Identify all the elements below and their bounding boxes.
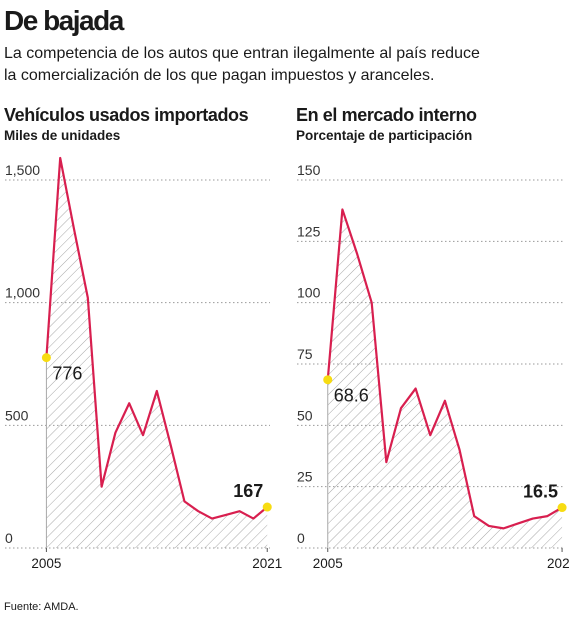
end-marker <box>262 502 272 512</box>
data-line <box>45 156 268 520</box>
hatch-area <box>327 209 563 548</box>
y-tick-label: 100 <box>297 285 321 301</box>
chart-subtitle: Porcentaje de participación <box>296 128 472 143</box>
end-marker <box>557 503 567 513</box>
data-label: 167 <box>233 481 263 501</box>
chart: Vehículos usados importados Miles de unid… <box>4 105 282 571</box>
subtitle-line: La competencia de los autos que entran i… <box>4 45 480 62</box>
y-tick-label: 1,000 <box>5 285 40 301</box>
x-tick-label: 2005 <box>31 556 61 571</box>
data-label: 776 <box>52 364 82 384</box>
y-tick-label: 50 <box>297 407 313 423</box>
title: De bajada <box>4 5 125 36</box>
y-tick-label: 25 <box>297 469 313 485</box>
y-tick-label: 500 <box>5 407 29 423</box>
data-label: 68.6 <box>334 386 369 406</box>
chart: En el mercado interno Porcentaje de parti… <box>296 105 569 571</box>
y-tick-label: 1,500 <box>5 162 40 178</box>
x-tick-label: 2021 <box>252 556 282 571</box>
hatch-area <box>46 157 268 549</box>
data-line <box>326 208 563 530</box>
end-marker <box>41 353 51 363</box>
chart-title: Vehículos usados importados <box>4 105 249 125</box>
y-tick-label: 125 <box>297 223 321 239</box>
chart-subtitle: Miles de unidades <box>4 128 120 143</box>
y-tick-label: 0 <box>5 530 13 546</box>
x-tick-label: 2005 <box>313 556 343 571</box>
y-tick-label: 75 <box>297 346 313 362</box>
y-tick-label: 150 <box>297 162 321 178</box>
end-marker <box>323 375 333 385</box>
y-tick-label: 0 <box>297 530 305 546</box>
data-label: 16.5 <box>523 482 558 502</box>
chart-title: En el mercado interno <box>296 105 477 125</box>
source: Fuente: AMDA. <box>4 601 79 613</box>
subtitle-line: la comercialización de los que pagan imp… <box>4 67 434 84</box>
x-tick-label: 2021 <box>547 556 569 571</box>
